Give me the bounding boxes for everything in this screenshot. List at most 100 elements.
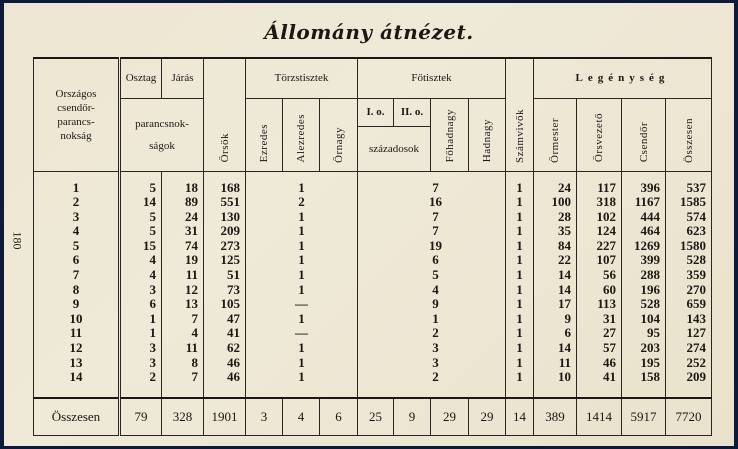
spacer-cell [357,384,506,398]
table-row: 9 6 13 105—9 1 17 113 528 659 [33,297,712,312]
cell-osszesen: 659 [665,297,712,312]
total-label: Összesen [33,396,120,436]
header-orsok-label: Őrsök [218,133,231,163]
cell-osszesen: 623 [665,224,712,239]
cell-jaras: 8 [161,355,204,371]
cell-orsvezeto: 41 [576,370,622,385]
total-ornagy: 6 [319,396,358,436]
table-row: 7 4 11 51 1 5 1 14 56 288 359 [33,267,712,283]
spacer-cell [665,171,712,181]
cell-osztag: 3 [118,340,162,356]
cell-csendor: 399 [621,253,666,269]
spacer-cell [533,384,577,398]
cell-jaras: 74 [161,238,204,254]
cell-orsvezeto: 31 [576,311,622,327]
cell-orszagos: 13 [33,355,120,371]
cell-orszagos: 3 [33,209,120,225]
table-row: 2 14 89 551 2 16 1 100 318 1167 1585 [33,194,712,210]
cell-szamvivok: 1 [505,209,534,225]
cell-ormester: 9 [533,311,577,327]
cell-orsok: 46 [203,370,246,385]
cell-osszesen: 143 [665,311,712,327]
spacer-cell [665,384,712,398]
cell-fotisztek: 1 [357,311,506,327]
header-orszagos-line: Országos [55,87,97,100]
total-jaras: 328 [161,396,204,436]
header-orszagos: Országos csendőr- parancs- nokság [33,57,120,172]
cell-ormester: 17 [533,297,577,312]
header-csendor: Csendőr [621,97,666,172]
header-orsok: Őrsök [203,57,246,172]
cell-orsvezeto: 46 [576,355,622,371]
cell-orsok: 41 [203,326,246,342]
cell-jaras: 4 [161,326,204,342]
cell-csendor: 288 [621,267,666,283]
cell-fotisztek: 3 [357,355,506,371]
cell-alezredes: 1 [245,355,358,371]
cell-jaras: 18 [161,180,204,196]
cell-osszesen: 528 [665,253,712,269]
cell-fotisztek: 5 [357,267,506,283]
table-row: 12 3 11 62 1 3 1 14 57 203 274 [33,340,712,356]
cell-jaras: 7 [161,311,204,327]
cell-orsok: 46 [203,355,246,371]
total-orsvezeto: 1414 [576,396,622,436]
cell-ormester: 22 [533,253,577,269]
cell-fotisztek: 2 [357,326,506,342]
header-i-o: I. o. [357,97,394,127]
cell-ormester: 6 [533,326,577,342]
cell-ormester: 28 [533,209,577,225]
cell-orszagos: 5 [33,238,120,254]
cell-osztag: 5 [118,209,162,225]
table-row: 4 5 31 209 1 7 1 35 124 464 623 [33,224,712,239]
total-ii_o: 9 [393,396,431,436]
header-ezredes: Ezredes [245,97,283,172]
table-row: 10 1 7 47 1 1 1 9 31 104 143 [33,311,712,327]
header-torzstisztek: Törzstisztek [245,57,358,99]
total-osztag: 79 [118,396,162,436]
header-osztag: Osztag [118,57,162,99]
cell-szamvivok: 1 [505,370,534,385]
cell-orsok: 105 [203,297,246,312]
cell-orsok: 168 [203,180,246,196]
table-row: 14 2 7 46 1 2 1 10 41 158 209 [33,370,712,385]
cell-osztag: 3 [118,355,162,371]
cell-orsok: 130 [203,209,246,225]
cell-orsvezeto: 124 [576,224,622,239]
cell-orszagos: 12 [33,340,120,356]
cell-osszesen: 274 [665,340,712,356]
cell-orsok: 62 [203,340,246,356]
cell-orszagos: 7 [33,267,120,283]
cell-osztag: 14 [118,194,162,210]
cell-jaras: 11 [161,340,204,356]
header-szamvivok-label: Számvivők [513,108,526,163]
cell-osztag: 1 [118,326,162,342]
cell-osszesen: 537 [665,180,712,196]
cell-alezredes: 1 [245,209,358,225]
staff-overview-table: Országos csendőr- parancs- nokság Osztag… [33,57,712,436]
cell-osztag: 15 [118,238,162,254]
cell-szamvivok: 1 [505,194,534,210]
header-szazadosok: századosok [357,125,431,172]
cell-ormester: 14 [533,267,577,283]
cell-orsok: 273 [203,238,246,254]
cell-alezredes: 1 [245,224,358,239]
cell-fotisztek: 7 [357,180,506,196]
table-row: 1 5 18 168 1 7 1 24 117 396 537 [33,180,712,196]
cell-osszesen: 1585 [665,194,712,210]
cell-osztag: 5 [118,180,162,196]
header-parancsnoksagok-line: ságok [149,139,175,152]
cell-csendor: 95 [621,326,666,342]
header-alezredes-label: Alezredes [295,114,307,163]
cell-alezredes: 1 [245,180,358,196]
cell-szamvivok: 1 [505,180,534,196]
cell-csendor: 528 [621,297,666,312]
cell-osztag: 3 [118,282,162,298]
header-fohadnagy: Főhadnagy [430,97,469,172]
cell-csendor: 1269 [621,238,666,254]
cell-csendor: 464 [621,224,666,239]
cell-alezredes: 1 [245,238,358,254]
cell-szamvivok: 1 [505,253,534,269]
cell-fotisztek: 3 [357,340,506,356]
cell-csendor: 396 [621,180,666,196]
